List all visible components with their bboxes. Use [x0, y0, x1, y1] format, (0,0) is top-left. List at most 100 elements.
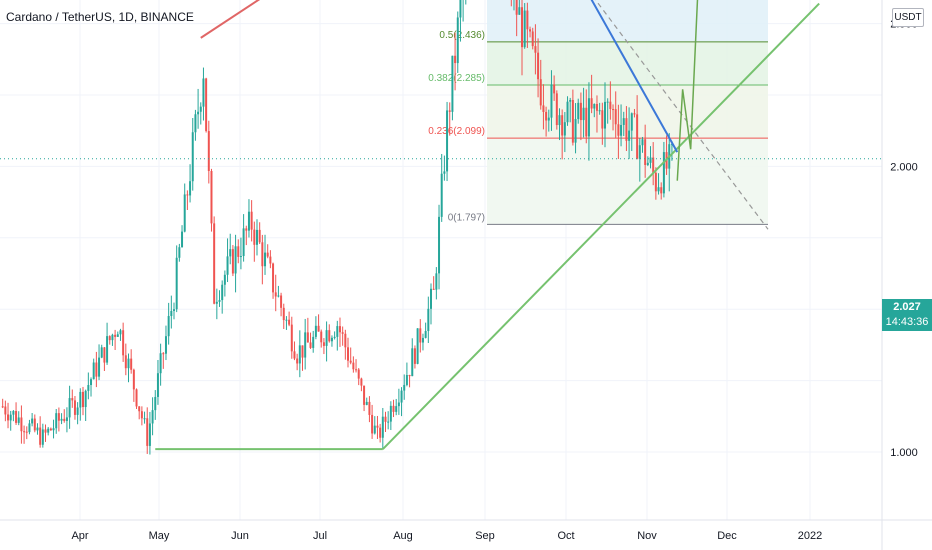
- candle-down: [413, 348, 416, 364]
- candle-up: [170, 310, 173, 317]
- trendline-downtrend[interactable]: [477, 0, 679, 153]
- candle-down: [379, 427, 382, 438]
- candle-up: [427, 308, 430, 332]
- candle-down: [571, 99, 574, 143]
- y-tick-label: 2.000: [890, 161, 918, 173]
- candle-down: [652, 157, 655, 173]
- candle-down: [644, 139, 647, 165]
- candle-down: [636, 114, 639, 159]
- candle-down: [49, 428, 52, 431]
- candle-up: [389, 405, 392, 422]
- candle-down: [306, 332, 309, 343]
- candle-down: [322, 342, 325, 346]
- candle-up: [429, 288, 432, 309]
- candle-down: [352, 362, 355, 370]
- fib-band: [487, 0, 768, 42]
- symbol-title[interactable]: Cardano / TetherUS, 1D, BINANCE: [6, 10, 194, 24]
- candle-down: [140, 411, 143, 419]
- candle-down: [261, 242, 264, 267]
- x-tick-label: Jun: [231, 530, 249, 542]
- candle-up: [9, 414, 12, 421]
- trendline-support-rising[interactable]: [382, 2, 820, 450]
- candle-up: [36, 427, 39, 431]
- candle-down: [432, 288, 435, 290]
- candle-up: [411, 348, 414, 377]
- candle-up: [336, 326, 339, 337]
- candle-up: [641, 139, 644, 146]
- projection-path[interactable]: [676, 0, 709, 181]
- candle-up: [518, 7, 521, 15]
- downtrend-extension[interactable]: [495, 0, 769, 230]
- candle-down: [317, 325, 320, 332]
- candle-down: [526, 10, 529, 30]
- candle-up: [239, 256, 242, 258]
- candle-down: [108, 336, 111, 341]
- candle-down: [521, 7, 524, 48]
- candle-down: [186, 194, 189, 196]
- candle-down: [20, 417, 23, 432]
- candle-down: [280, 295, 283, 308]
- candle-down: [135, 389, 138, 407]
- candle-down: [448, 110, 451, 112]
- candle-up: [143, 418, 146, 420]
- candle-down: [531, 31, 534, 47]
- candle-up: [98, 357, 101, 377]
- candle-down: [237, 246, 240, 257]
- candle-up: [183, 194, 186, 232]
- candle-down: [392, 405, 395, 412]
- candle-up: [242, 228, 245, 257]
- candle-up: [264, 252, 267, 267]
- candle-up: [405, 374, 408, 385]
- candle-down: [363, 385, 366, 405]
- candle-up: [577, 102, 580, 120]
- candle-up: [566, 101, 569, 123]
- candle-up: [215, 301, 218, 304]
- x-tick-label: Oct: [557, 530, 574, 542]
- candle-up: [421, 337, 424, 343]
- candle-up: [593, 103, 596, 109]
- candle-up: [662, 152, 665, 194]
- candle-up: [92, 362, 95, 380]
- candle-up: [365, 401, 368, 405]
- candle-down: [357, 369, 360, 379]
- candle-down: [585, 107, 588, 137]
- candle-down: [384, 416, 387, 422]
- currency-badge[interactable]: USDT: [892, 8, 924, 27]
- candle-up: [84, 390, 87, 408]
- candle-down: [360, 378, 363, 386]
- candle-up: [218, 300, 221, 302]
- candle-down: [368, 401, 371, 415]
- candle-down: [454, 55, 457, 64]
- candle-up: [100, 347, 103, 358]
- candle-up: [226, 256, 229, 275]
- candle-up: [31, 418, 34, 424]
- candle-up: [148, 423, 151, 446]
- candle-up: [156, 373, 159, 397]
- candle-up: [189, 181, 192, 196]
- candle-up: [229, 249, 232, 257]
- candle-down: [266, 252, 269, 257]
- fib-band: [487, 85, 768, 139]
- candlestick-series: [1, 0, 673, 455]
- candle-up: [41, 429, 44, 445]
- x-tick-label: Aug: [393, 530, 413, 542]
- candle-up: [314, 325, 317, 337]
- candle-down: [376, 425, 379, 428]
- candle-up: [547, 117, 550, 121]
- candle-down: [590, 98, 593, 109]
- candle-down: [612, 109, 615, 111]
- candle-down: [349, 360, 352, 363]
- candle-down: [341, 332, 344, 334]
- candle-down: [529, 29, 532, 32]
- candle-up: [17, 417, 20, 423]
- candle-up: [456, 17, 459, 64]
- candle-up: [151, 410, 154, 424]
- candle-down: [347, 347, 350, 361]
- candle-down: [122, 330, 125, 356]
- candle-up: [403, 384, 406, 391]
- candle-down: [95, 362, 98, 377]
- candle-down: [213, 223, 216, 304]
- candle-down: [344, 333, 347, 348]
- candle-down: [561, 115, 564, 136]
